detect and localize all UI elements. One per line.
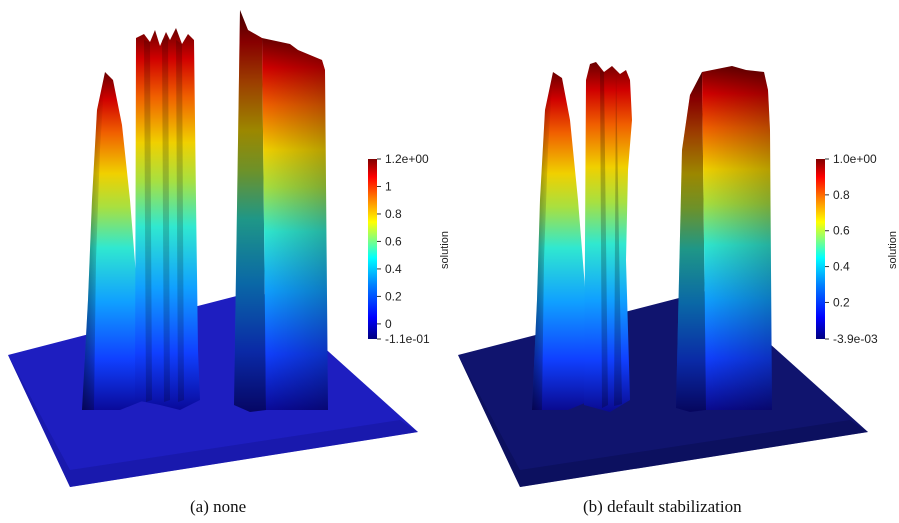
middle-block-shade: [144, 36, 184, 402]
colorbar-tick-label: 1: [385, 179, 392, 193]
floor-shade: [458, 355, 868, 487]
right-block-side: [234, 10, 266, 412]
colorbar-max-label: 1.0e+00: [833, 152, 877, 166]
colorbar-max-label: 1.2e+00: [385, 152, 429, 166]
right-block-front-shade: [702, 66, 772, 410]
colorbar-ticks: 1.2e+00 0 0.2 0.4 0.6 0.8 1 -1.1e-01: [377, 152, 430, 346]
middle-block: [584, 62, 632, 412]
left-hump-shade: [82, 72, 105, 410]
colorbar-tick-label: 0.8: [833, 188, 850, 202]
right-block-front-shade: [262, 38, 328, 410]
colorbar-tick-label: 0.4: [833, 260, 850, 274]
colorbar-tick-label: 0.8: [385, 207, 402, 221]
panel-default-stabilization: 1.0e+00 0.2 0.4 0.6 0.8 -3.9e-03 solution (b)…: [450, 0, 899, 523]
colorbar-min-label: -1.1e-01: [385, 332, 430, 346]
colorbar-min-label: -3.9e-03: [833, 332, 878, 346]
right-block-side: [676, 72, 706, 412]
surface-plot-none: 1.2e+00 0 0.2 0.4 0.6 0.8 1 -1.1e-01 solution: [8, 10, 449, 487]
colorbar-tick-label: 0.6: [385, 234, 402, 248]
colorbar-tick-label: 0.6: [833, 224, 850, 238]
colorbar-tick-label: 0.2: [385, 289, 402, 303]
colorbar-title: solution: [887, 231, 899, 269]
right-block-side-shade: [234, 10, 266, 412]
floor-shade: [8, 355, 418, 487]
colorbar-none: 1.2e+00 0 0.2 0.4 0.6 0.8 1 -1.1e-01 solution: [368, 152, 449, 346]
colorbar-default-stabilization: 1.0e+00 0.2 0.4 0.6 0.8 -3.9e-03 solution: [816, 152, 899, 346]
colorbar-ticks: 1.0e+00 0.2 0.4 0.6 0.8 -3.9e-03: [825, 152, 878, 346]
colorbar-title: solution: [439, 231, 449, 269]
surface-plot-default-stabilization: 1.0e+00 0.2 0.4 0.6 0.8 -3.9e-03 solution: [458, 62, 899, 487]
colorbar-tick-label: 0.4: [385, 262, 402, 276]
caption: (b) default stabilization: [583, 497, 742, 516]
middle-block-shade: [600, 70, 622, 408]
colorbar-gradient: [816, 159, 825, 339]
panel-none: 1.2e+00 0 0.2 0.4 0.6 0.8 1 -1.1e-01 solution (…: [0, 0, 449, 523]
middle-block: [135, 28, 200, 410]
colorbar-tick-label: 0: [385, 317, 392, 331]
caption: (a) none: [190, 497, 247, 516]
left-hump-shade: [532, 72, 553, 410]
right-block-side-shade: [676, 72, 706, 412]
colorbar-gradient: [368, 159, 377, 339]
colorbar-tick-label: 0.2: [833, 295, 850, 309]
